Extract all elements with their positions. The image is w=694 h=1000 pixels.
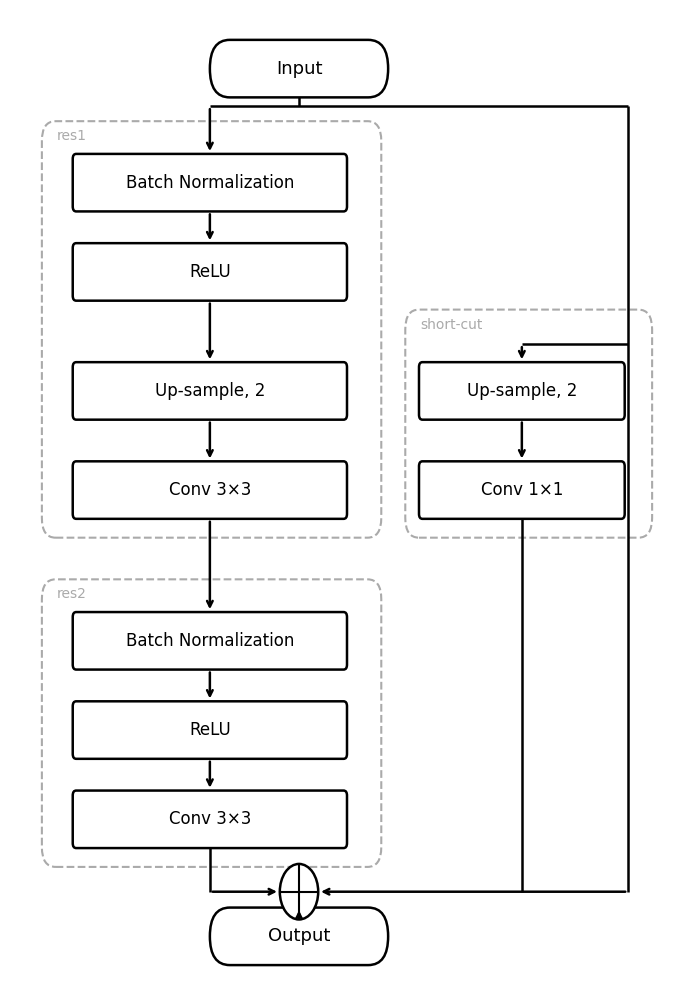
FancyBboxPatch shape: [73, 243, 347, 301]
Text: res1: res1: [57, 129, 87, 143]
Text: Conv 3×3: Conv 3×3: [169, 481, 251, 499]
Text: Input: Input: [276, 60, 322, 78]
FancyBboxPatch shape: [73, 461, 347, 519]
Text: Conv 1×1: Conv 1×1: [481, 481, 563, 499]
FancyBboxPatch shape: [73, 791, 347, 848]
FancyBboxPatch shape: [210, 908, 388, 965]
Text: ReLU: ReLU: [189, 721, 230, 739]
FancyBboxPatch shape: [73, 154, 347, 211]
FancyBboxPatch shape: [73, 612, 347, 670]
Text: short-cut: short-cut: [421, 318, 483, 332]
FancyBboxPatch shape: [419, 362, 625, 420]
Text: Up-sample, 2: Up-sample, 2: [466, 382, 577, 400]
Text: Batch Normalization: Batch Normalization: [126, 174, 294, 192]
Text: ReLU: ReLU: [189, 263, 230, 281]
Circle shape: [280, 864, 319, 919]
FancyBboxPatch shape: [419, 461, 625, 519]
Text: Batch Normalization: Batch Normalization: [126, 632, 294, 650]
Text: res2: res2: [57, 587, 87, 601]
Text: Output: Output: [268, 927, 330, 945]
FancyBboxPatch shape: [210, 40, 388, 97]
FancyBboxPatch shape: [73, 362, 347, 420]
FancyBboxPatch shape: [73, 701, 347, 759]
Text: Conv 3×3: Conv 3×3: [169, 810, 251, 828]
Text: Up-sample, 2: Up-sample, 2: [155, 382, 265, 400]
